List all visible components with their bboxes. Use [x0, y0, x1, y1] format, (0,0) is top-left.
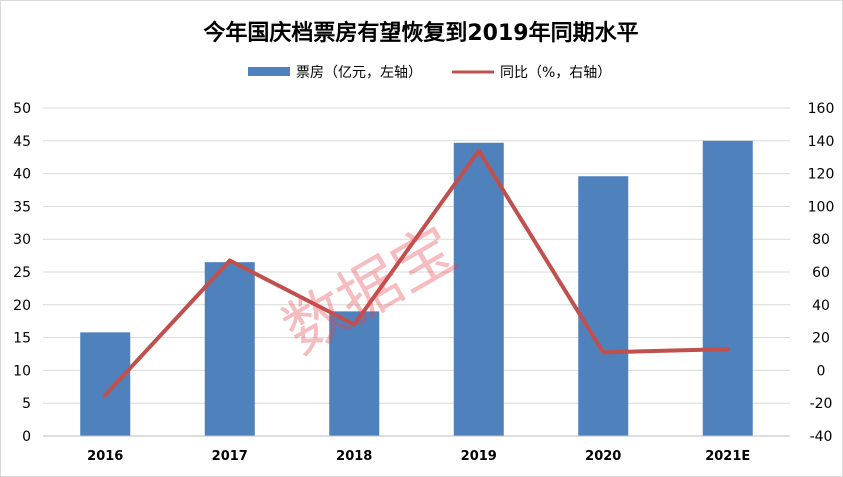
right-tick-label: -40 — [810, 429, 833, 445]
line-point — [227, 258, 232, 263]
right-tick-label: 40 — [812, 298, 830, 314]
right-tick-label: 140 — [808, 134, 835, 150]
line-point — [103, 393, 108, 397]
line-series-path — [103, 148, 730, 397]
left-tick-label: 45 — [13, 134, 31, 150]
bar — [453, 142, 504, 436]
x-axis: 2016 2017 2018 2019 2020 2021E — [43, 435, 790, 464]
right-tick-label: 120 — [808, 167, 835, 183]
x-tick-label: 2016 — [87, 449, 123, 464]
right-tick-label: 0 — [817, 363, 826, 379]
left-y-axis: 0 5 10 15 20 25 30 35 40 45 50 — [13, 101, 31, 445]
right-tick-label: 100 — [808, 199, 835, 215]
legend-line-label: 同比（%，右轴） — [500, 65, 611, 81]
left-tick-label: 30 — [13, 232, 31, 248]
left-tick-label: 20 — [13, 298, 31, 314]
bar — [329, 311, 380, 436]
line-point — [725, 347, 730, 352]
left-tick-label: 40 — [13, 167, 31, 183]
legend-bar-swatch — [248, 67, 290, 76]
chart-title: 今年国庆档票房有望恢复到2019年同期水平 — [203, 20, 638, 46]
bar — [204, 262, 255, 436]
line-point — [601, 350, 606, 355]
bar-series — [80, 140, 753, 437]
right-tick-label: -20 — [810, 396, 833, 412]
legend: 票房（亿元，左轴） 同比（%，右轴） — [248, 65, 611, 81]
left-tick-label: 0 — [22, 429, 31, 445]
line-point — [476, 148, 481, 153]
x-tick-label: 2020 — [585, 449, 621, 464]
x-tick-label: 2021E — [705, 449, 750, 464]
bar — [578, 176, 629, 436]
x-tick-label: 2017 — [212, 449, 248, 464]
left-tick-label: 5 — [22, 396, 31, 412]
left-tick-label: 25 — [13, 265, 31, 281]
x-tick-label: 2019 — [461, 449, 497, 464]
x-tick-label: 2018 — [336, 449, 372, 464]
left-tick-label: 15 — [13, 331, 31, 347]
right-y-axis: -40 -20 0 20 40 60 80 100 120 140 160 — [808, 101, 835, 445]
left-tick-label: 50 — [13, 101, 31, 117]
left-tick-label: 35 — [13, 199, 31, 215]
right-tick-label: 80 — [812, 232, 830, 248]
left-tick-label: 10 — [13, 363, 31, 379]
line-point — [352, 322, 357, 327]
legend-bar-label: 票房（亿元，左轴） — [296, 65, 422, 81]
right-tick-label: 20 — [812, 331, 830, 347]
right-tick-label: 60 — [812, 265, 830, 281]
right-tick-label: 160 — [808, 101, 835, 117]
bar — [702, 140, 753, 437]
bar — [80, 332, 131, 436]
line-series — [103, 148, 730, 397]
